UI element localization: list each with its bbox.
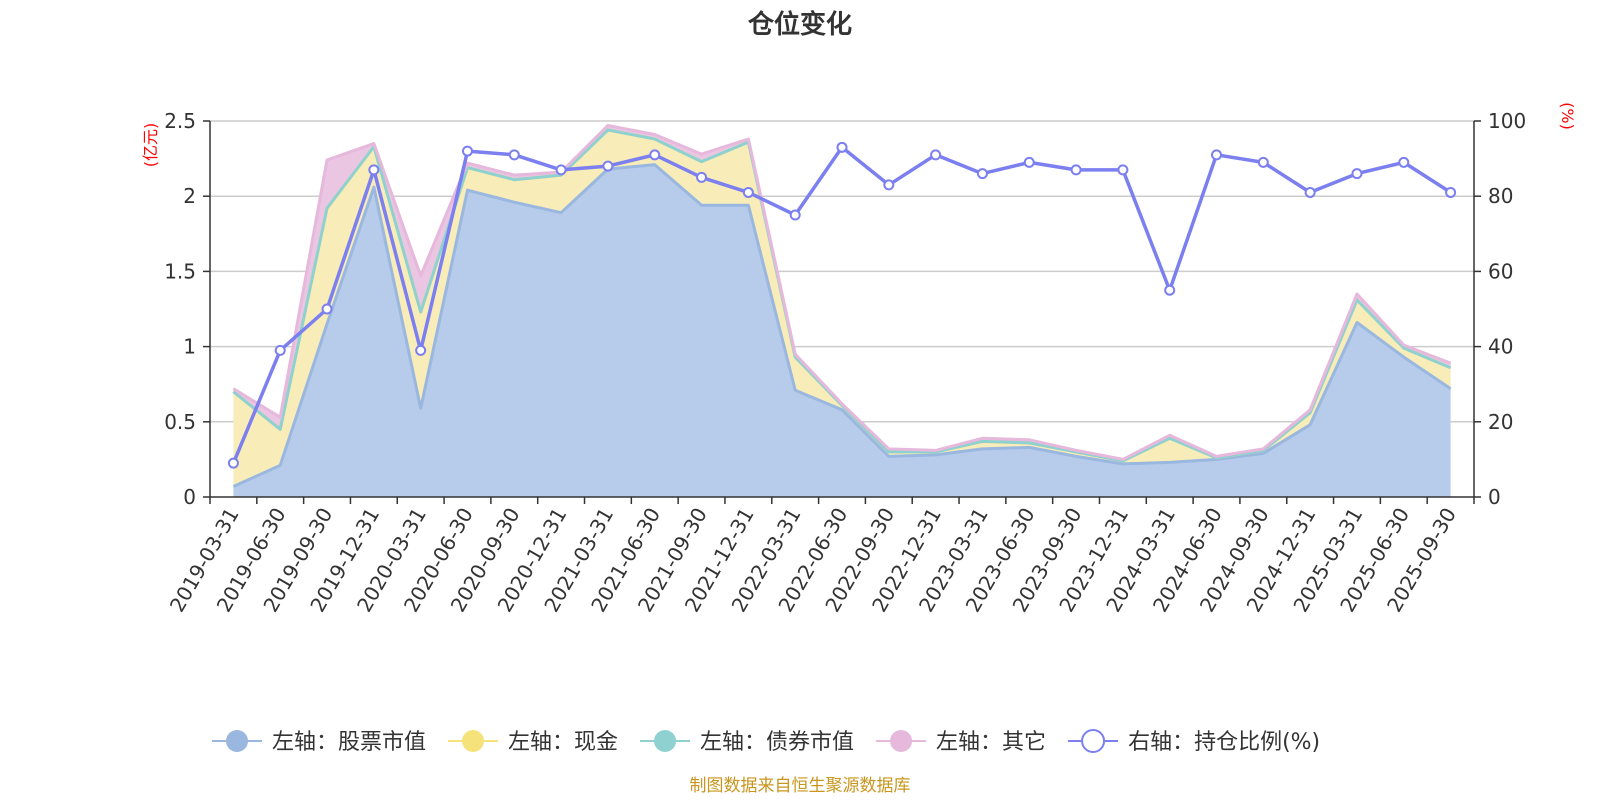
- legend-marker: [654, 730, 677, 752]
- ratio-point: [1398, 156, 1410, 168]
- ratio-point: [602, 160, 614, 172]
- ratio-point: [1257, 156, 1269, 168]
- line-左轴：其它: [232, 124, 1452, 461]
- ratio-point: [883, 179, 895, 191]
- data-source-note: 制图数据来自恒生聚源数据库: [690, 776, 911, 796]
- legend-marker: [462, 730, 485, 752]
- legend: 左轴：股票市值 左轴：现金 左轴：债券市值 左轴：其它 右轴：持仓比例(%): [212, 729, 1320, 755]
- right-tick-label: 100: [1488, 109, 1526, 133]
- ratio-point: [836, 141, 848, 153]
- right-tick-label: 80: [1488, 184, 1513, 208]
- x-axis-tick-labels: 2019-03-312019-06-302019-09-302019-12-31…: [165, 503, 1461, 616]
- right-tick-label: 0: [1488, 485, 1501, 509]
- ratio-point: [789, 209, 801, 221]
- right-axis-unit: (%): [1558, 102, 1577, 130]
- left-axis-tick-labels: 0 0.5 1 1.5 2 2.5: [164, 109, 196, 509]
- chart-title: 仓位变化: [747, 9, 852, 40]
- stacked-areas: [233, 125, 1451, 497]
- area-左轴：其它: [233, 125, 1451, 461]
- ratio-point: [1023, 156, 1035, 168]
- legend-label: 左轴：其它: [936, 730, 1046, 755]
- left-tick-label: 0.5: [164, 410, 196, 434]
- legend-label: 左轴：债券市值: [700, 730, 854, 755]
- legend-label: 左轴：现金: [508, 730, 618, 755]
- ratio-point: [368, 164, 380, 176]
- ratio-point: [1304, 186, 1316, 198]
- ratio-point: [1211, 149, 1223, 161]
- legend-item: 左轴：股票市值: [212, 730, 426, 755]
- line-左轴：股票市值: [232, 163, 1452, 488]
- ratio-point: [1117, 164, 1129, 176]
- left-axis-unit: (亿元): [141, 123, 160, 168]
- ratio-point: [930, 149, 942, 161]
- ratio-points: [227, 141, 1457, 469]
- legend-label: 右轴：持仓比例(%): [1128, 730, 1320, 755]
- ratio-point: [461, 145, 473, 157]
- right-tick-label: 60: [1488, 259, 1513, 283]
- legend-marker: [1081, 729, 1106, 753]
- right-axis-tick-labels: 0 20 40 60 80 100: [1488, 109, 1526, 509]
- right-tick-label: 20: [1488, 410, 1513, 434]
- left-tick-label: 1.5: [164, 259, 196, 283]
- ratio-point: [1351, 168, 1363, 180]
- area-左轴：股票市值: [233, 164, 1451, 497]
- legend-label: 左轴：股票市值: [272, 730, 426, 755]
- ratio-point: [1070, 164, 1082, 176]
- ratio-point: [649, 149, 661, 161]
- ratio-point: [742, 186, 754, 198]
- ratio-point: [1445, 186, 1457, 198]
- left-tick-label: 2.5: [164, 109, 196, 133]
- ratio-point: [227, 457, 239, 469]
- legend-marker: [226, 730, 248, 752]
- legend-item: 左轴：债券市值: [640, 730, 854, 755]
- axes: [203, 120, 1481, 504]
- ratio-point: [696, 171, 708, 183]
- ratio-point: [555, 164, 567, 176]
- legend-item: 左轴：其它: [876, 730, 1046, 755]
- ratio-point: [274, 344, 286, 356]
- ratio-point: [508, 149, 520, 161]
- ratio-point: [1164, 284, 1176, 296]
- series-lines: [231, 124, 1452, 488]
- ratio-point: [321, 303, 333, 315]
- left-tick-label: 2: [183, 184, 196, 208]
- legend-marker: [890, 730, 913, 752]
- ratio-point: [415, 344, 427, 356]
- left-tick-label: 0: [183, 485, 196, 509]
- legend-item: 右轴：持仓比例(%): [1068, 729, 1320, 755]
- right-tick-label: 40: [1488, 335, 1513, 359]
- legend-item: 左轴：现金: [448, 730, 618, 755]
- left-tick-label: 1: [183, 335, 196, 359]
- ratio-point: [976, 168, 988, 180]
